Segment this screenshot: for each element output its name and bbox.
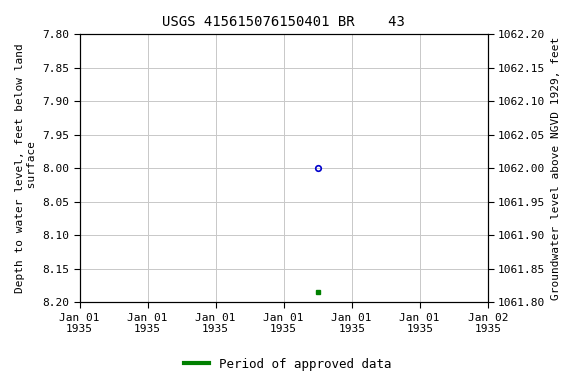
Y-axis label: Groundwater level above NGVD 1929, feet: Groundwater level above NGVD 1929, feet xyxy=(551,37,561,300)
Legend: Period of approved data: Period of approved data xyxy=(179,353,397,376)
Title: USGS 415615076150401 BR    43: USGS 415615076150401 BR 43 xyxy=(162,15,405,29)
Y-axis label: Depth to water level, feet below land
 surface: Depth to water level, feet below land su… xyxy=(15,43,37,293)
